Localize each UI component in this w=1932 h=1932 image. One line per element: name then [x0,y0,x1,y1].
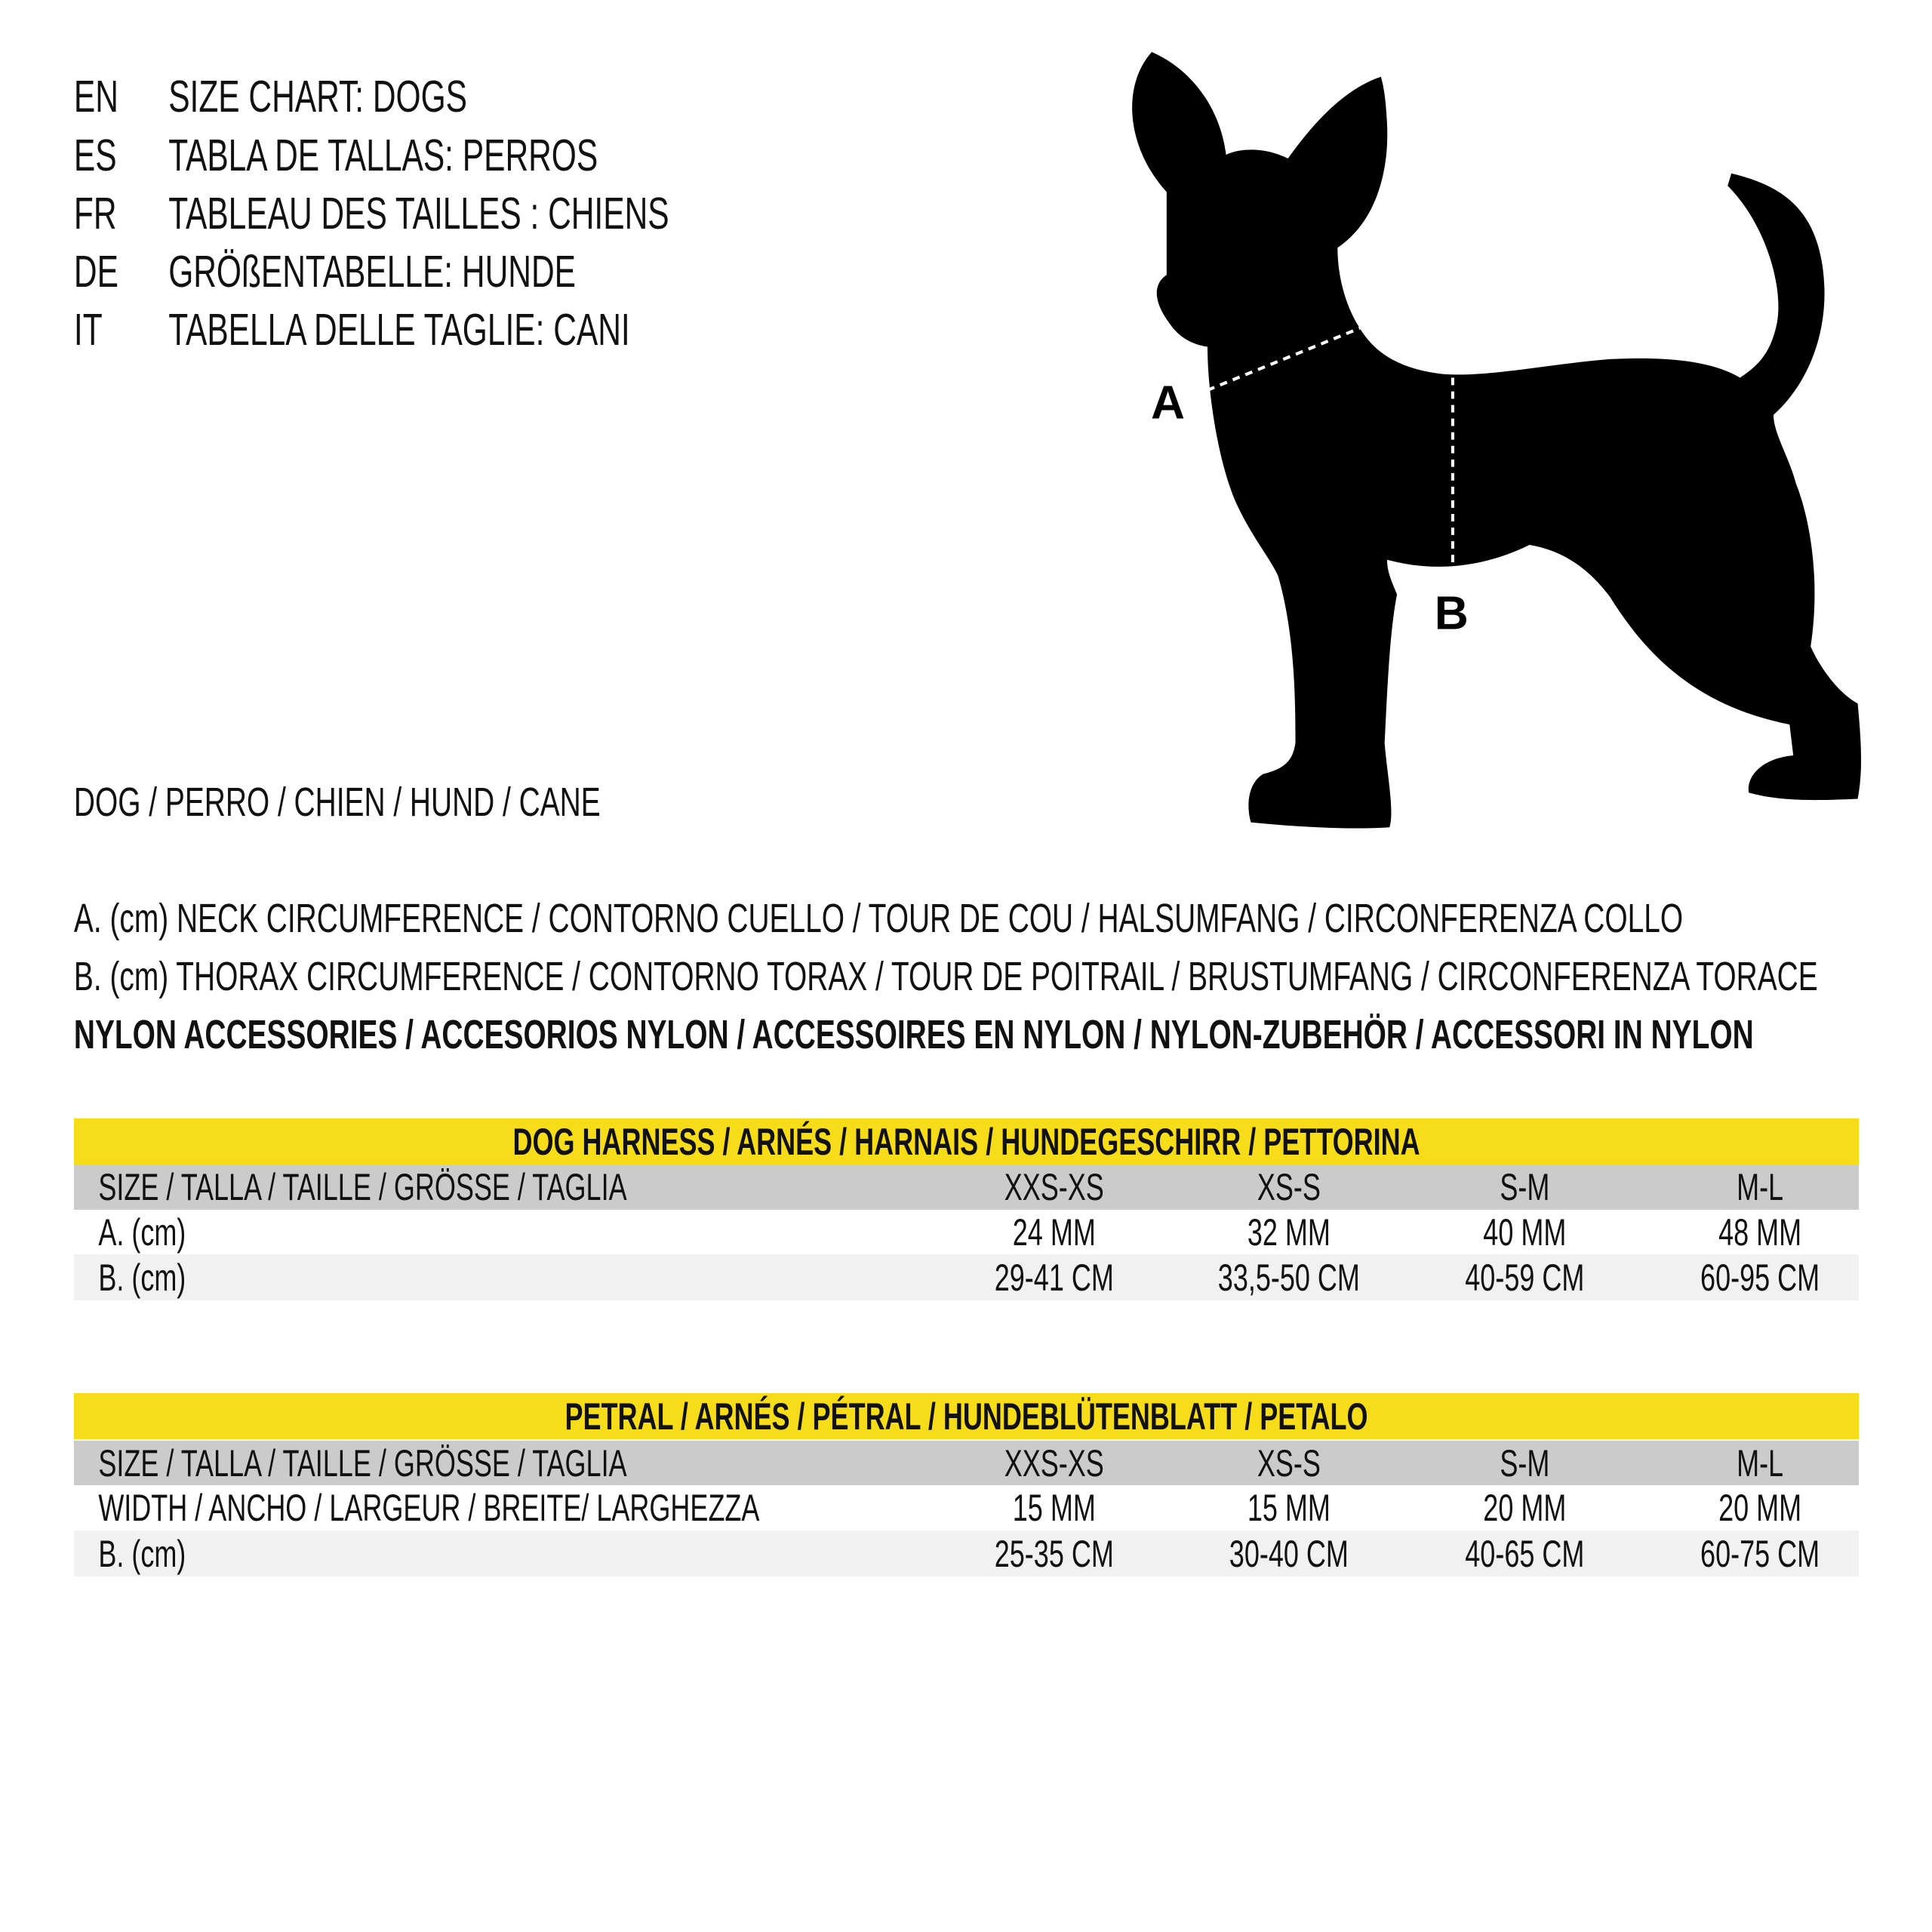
header-label: SIZE / TALLA / TAILLE / GRÖSSE / TAGLIA [98,1166,627,1208]
table-row: A. (cm) 24 MM 32 MM 40 MM 48 MM [74,1210,1859,1254]
table-cell: 60-95 CM [1700,1256,1820,1299]
table-cell: 32 MM [1247,1211,1331,1254]
header-cell: XS-S [1257,1441,1321,1484]
table-header-row: SIZE / TALLA / TAILLE / GRÖSSE / TAGLIA … [73,1441,1860,1485]
header-cell: XS-S [1257,1166,1321,1208]
table-cell: 15 MM [1012,1487,1096,1529]
header-cell: S-M [1500,1166,1550,1208]
table-cell: 60-75 CM [1700,1532,1820,1575]
label-a: A [1151,377,1185,429]
table-cell: 25-35 CM [994,1532,1114,1575]
header-cell: S-M [1500,1441,1550,1484]
table-cell: 24 MM [1012,1211,1096,1254]
table-cell: 40 MM [1483,1211,1567,1254]
legend-nylon: NYLON ACCESSORIES / ACCESORIOS NYLON / A… [73,1012,1754,1057]
legend-b: B. (cm) THORAX CIRCUMFERENCE / CONTORNO … [73,954,1818,999]
row-label: B. (cm) [98,1256,186,1299]
row-label: WIDTH / ANCHO / LARGEUR / BREITE/ LARGHE… [98,1487,760,1529]
lang-code-fr: FR [73,189,117,238]
table-cell: 30-40 CM [1229,1532,1349,1575]
header-cell: XXS-XS [1004,1166,1104,1208]
title-es: TABLA DE TALLAS: PERROS [168,131,598,180]
table-cell: 20 MM [1483,1487,1567,1529]
table-title-row: PETRAL / ARNÉS / PÉTRAL / HUNDEBLÜTENBLA… [73,1393,1860,1439]
header-label: SIZE / TALLA / TAILLE / GRÖSSE / TAGLIA [98,1441,627,1484]
header-cell: M-L [1737,1441,1784,1484]
table-title: PETRAL / ARNÉS / PÉTRAL / HUNDEBLÜTENBLA… [565,1395,1368,1438]
header-cell: XXS-XS [1004,1441,1104,1484]
lang-code-en: EN [73,72,118,122]
row-label: A. (cm) [98,1211,186,1254]
table-header-row: SIZE / TALLA / TAILLE / GRÖSSE / TAGLIA … [73,1164,1860,1210]
lang-code-de: DE [73,247,118,297]
table-cell: 48 MM [1718,1211,1802,1254]
table-cell: 15 MM [1247,1487,1331,1529]
header-cell: M-L [1737,1166,1784,1208]
title-de: GRÖßENTABELLE: HUNDE [168,247,576,297]
dog-label: DOG / PERRO / CHIEN / HUND / CANE [73,780,601,825]
lang-code-it: IT [73,305,103,355]
harness-table: DOG HARNESS / ARNÉS / HARNAIS / HUNDEGES… [73,1118,1860,1300]
table-cell: 20 MM [1718,1487,1802,1529]
dog-silhouette [1132,51,1862,829]
row-label: B. (cm) [98,1532,186,1575]
label-b: B [1435,588,1469,640]
title-it: TABELLA DELLE TAGLIE: CANI [168,305,630,355]
title-en: SIZE CHART: DOGS [168,72,467,122]
legend-a: A. (cm) NECK CIRCUMFERENCE / CONTORNO CU… [73,896,1684,941]
table-cell: 29-41 CM [994,1256,1114,1299]
neck-measure-line-a [1207,326,1361,392]
table-row: B. (cm) 29-41 CM 33,5-50 CM 40-59 CM 60-… [73,1254,1860,1300]
table-cell: 33,5-50 CM [1217,1256,1360,1299]
lang-code-es: ES [73,131,117,180]
table-cell: 40-59 CM [1465,1256,1585,1299]
table-title-row: DOG HARNESS / ARNÉS / HARNAIS / HUNDEGES… [73,1118,1860,1164]
table-cell: 40-65 CM [1465,1532,1585,1575]
table-row: WIDTH / ANCHO / LARGEUR / BREITE/ LARGHE… [74,1485,1859,1531]
petral-table: PETRAL / ARNÉS / PÉTRAL / HUNDEBLÜTENBLA… [73,1393,1860,1577]
title-fr: TABLEAU DES TAILLES : CHIENS [168,189,669,238]
table-title: DOG HARNESS / ARNÉS / HARNAIS / HUNDEGES… [512,1120,1420,1163]
table-row: B. (cm) 25-35 CM 30-40 CM 40-65 CM 60-75… [73,1531,1860,1577]
